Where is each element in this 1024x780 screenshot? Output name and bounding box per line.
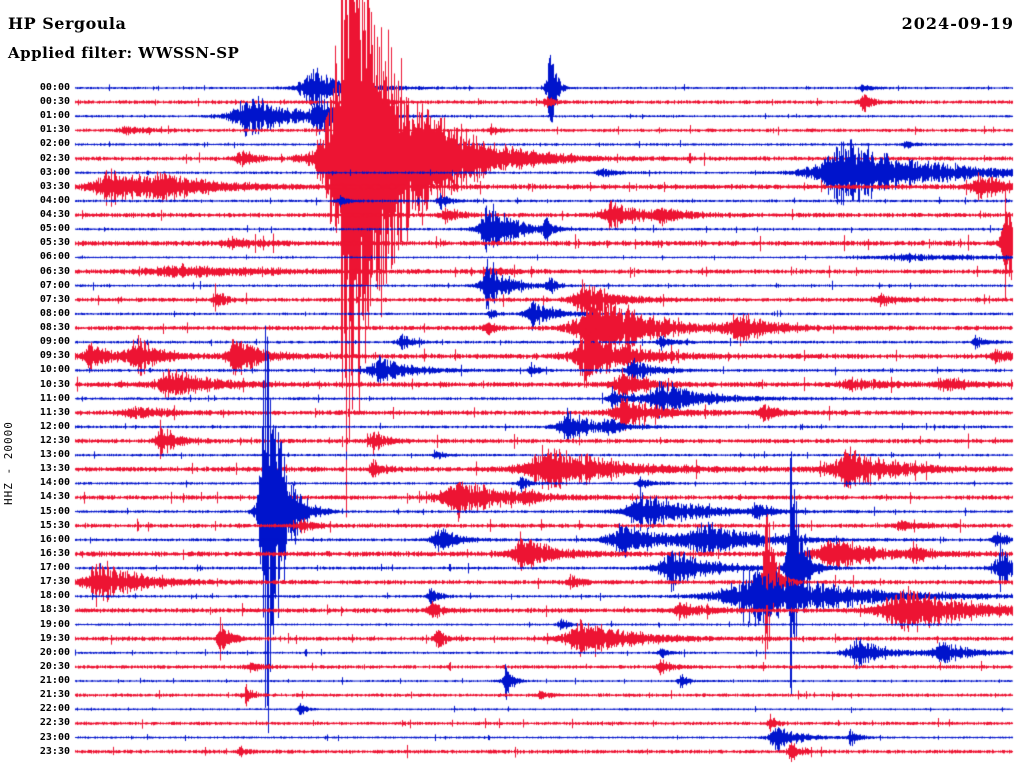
channel-scale-label: HHZ - 20000	[2, 421, 15, 505]
time-label: 12:00	[39, 420, 70, 432]
time-label: 12:30	[39, 435, 70, 446]
time-label: 03:00	[39, 166, 70, 178]
time-label: 02:00	[39, 138, 70, 150]
time-label: 09:30	[39, 350, 70, 362]
time-label: 06:00	[39, 251, 70, 263]
time-label: 18:30	[39, 604, 70, 616]
time-label: 14:30	[39, 491, 70, 503]
time-label: 04:30	[39, 209, 70, 221]
time-label: 08:00	[39, 307, 70, 319]
time-label: 07:30	[39, 293, 70, 305]
time-label: 05:30	[39, 237, 70, 249]
time-label: 11:00	[39, 392, 70, 404]
time-label: 13:30	[39, 463, 70, 475]
time-label: 23:30	[39, 745, 70, 757]
time-label: 19:30	[39, 632, 70, 644]
time-label: 09:00	[39, 336, 70, 348]
time-label: 05:00	[39, 223, 70, 235]
time-label: 14:00	[39, 477, 70, 489]
time-label: 22:30	[39, 717, 70, 729]
time-label: 01:30	[39, 124, 70, 136]
time-label: 17:00	[39, 562, 70, 574]
time-label: 22:00	[39, 703, 70, 715]
time-label: 23:00	[39, 731, 70, 743]
time-label: 02:30	[39, 152, 70, 164]
time-label: 06:30	[39, 265, 70, 277]
time-label: 18:00	[39, 590, 70, 602]
time-label: 00:30	[39, 96, 70, 108]
time-label: 10:30	[39, 378, 70, 390]
record-date: 2024-09-19	[901, 14, 1014, 33]
station-name: HP Sergoula	[8, 14, 127, 33]
time-label: 16:00	[39, 533, 70, 545]
time-label: 03:30	[39, 180, 70, 192]
time-label: 00:00	[39, 82, 70, 93]
time-label: 11:30	[39, 406, 70, 418]
time-label: 20:00	[39, 646, 70, 658]
time-label: 16:30	[39, 547, 70, 559]
time-label: 10:00	[39, 364, 70, 376]
time-label: 01:00	[39, 110, 70, 122]
time-label: 04:00	[39, 194, 70, 206]
time-label: 20:30	[39, 660, 70, 672]
time-label: 08:30	[39, 322, 70, 334]
applied-filter-label: Applied filter: WWSSN-SP	[8, 44, 240, 62]
time-label: 07:00	[39, 279, 70, 291]
time-label: 15:00	[39, 505, 70, 517]
time-label: 17:30	[39, 576, 70, 588]
time-label: 19:00	[39, 618, 70, 630]
time-label: 15:30	[39, 519, 70, 531]
time-label: 13:00	[39, 449, 70, 461]
time-label: 21:30	[39, 689, 70, 701]
time-label: 21:00	[39, 675, 70, 687]
